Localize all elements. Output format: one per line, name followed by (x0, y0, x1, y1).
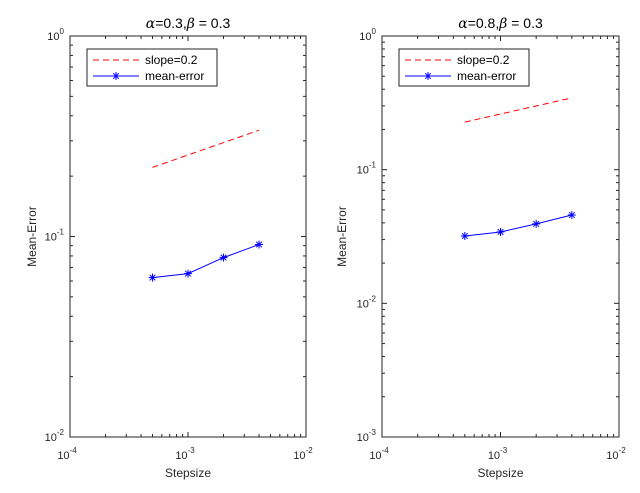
y-tick-label: 10-2 (45, 428, 65, 444)
x-axis-label: Stepsize (477, 466, 523, 480)
legend-label: slope=0.2 (145, 53, 198, 67)
plot-area (381, 35, 620, 438)
legend-box (398, 48, 530, 87)
marker-stroke (497, 228, 504, 236)
x-axis-label: Stepsize (165, 466, 211, 480)
y-tick-exp: -3 (369, 428, 377, 437)
y-tick-base: 10 (357, 165, 369, 177)
plot-area (69, 35, 307, 438)
y-tick-label: 10-1 (45, 228, 65, 244)
title-beta: β (498, 16, 507, 32)
title-alpha-value: =0.8, (468, 15, 500, 31)
x-tick-base: 10 (488, 450, 500, 462)
y-tick-base: 10 (47, 31, 59, 43)
legend: slope=0.2 mean-error (86, 48, 218, 87)
y-tick-label: 10-1 (357, 161, 377, 177)
y-tick-base: 10 (45, 432, 57, 444)
chart-title: α=0.8,β = 0.3 (458, 15, 543, 32)
y-tick-exp: -2 (57, 428, 65, 437)
subplot-left: 10-4 10-3 10-210-210-1100StepsizeMean-Erro… (25, 15, 313, 480)
data-point-marker (219, 253, 228, 262)
x-tick-base: 10 (57, 450, 69, 462)
x-tick-label: 10-2 (293, 446, 313, 462)
y-tick-exp: -2 (369, 294, 377, 303)
y-tick-label: 100 (47, 27, 64, 43)
y-axis-label: Mean-Error (335, 206, 349, 267)
data-point-marker (496, 227, 505, 236)
x-tick-exp: -3 (500, 446, 508, 455)
data-point-marker (184, 269, 192, 278)
legend-marker-icon (112, 72, 120, 80)
title-alpha-value: =0.3, (155, 15, 187, 31)
marker-stroke (255, 241, 263, 248)
y-tick-exp: -1 (57, 228, 65, 237)
title-beta: β (186, 16, 195, 32)
y-tick-label: 10-3 (357, 428, 377, 444)
legend-box (86, 48, 218, 87)
x-tick-exp: -2 (619, 446, 627, 455)
y-axis-label: Mean-Error (25, 206, 39, 267)
legend: slope=0.2 mean-error (398, 48, 530, 87)
marker-stroke (533, 220, 540, 228)
x-tick-label: 10-2 (606, 446, 626, 462)
x-tick-exp: -4 (70, 446, 78, 455)
x-tick-exp: -2 (306, 446, 314, 455)
series-line-mean-error (464, 214, 572, 237)
legend-label: slope=0.2 (457, 53, 510, 67)
marker-stroke (112, 72, 120, 80)
y-tick-base: 10 (359, 31, 371, 43)
data-point-marker (460, 231, 469, 240)
marker-stroke (424, 72, 432, 80)
x-tick-base: 10 (293, 450, 305, 462)
legend-label: mean-error (457, 69, 516, 83)
x-tick-label: 10-3 (175, 446, 195, 462)
x-tick-base: 10 (175, 450, 187, 462)
series-line-slope-0-2 (152, 129, 260, 168)
x-tick-exp: -3 (188, 446, 196, 455)
data-point-marker (567, 210, 576, 219)
y-tick-label: 100 (359, 27, 376, 43)
marker-stroke (461, 232, 468, 240)
legend-marker-icon (424, 72, 432, 80)
x-tick-base: 10 (606, 450, 618, 462)
series-line-mean-error (152, 244, 260, 279)
y-tick-exp: 0 (60, 27, 65, 36)
y-tick-exp: 0 (372, 27, 377, 36)
data-point-marker (148, 273, 157, 282)
legend-label: mean-error (145, 69, 204, 83)
subplot-right: 10-4 10-3 10-210-310-210-1100StepsizeMean-… (335, 15, 626, 480)
x-tick-exp: -4 (382, 446, 390, 455)
title-alpha: α (146, 16, 156, 32)
x-tick-label: 10-4 (369, 446, 389, 462)
x-tick-base: 10 (369, 450, 381, 462)
x-tick-label: 10-3 (488, 446, 508, 462)
y-tick-exp: -1 (369, 161, 377, 170)
y-tick-base: 10 (45, 232, 57, 244)
series-line-slope-0-2 (464, 97, 572, 123)
y-tick-base: 10 (357, 298, 369, 310)
chart-title: α=0.3,β = 0.3 (146, 15, 231, 32)
marker-stroke (220, 254, 227, 261)
x-tick-label: 10-4 (57, 446, 77, 462)
marker-stroke (149, 274, 156, 281)
marker-stroke (184, 270, 192, 277)
title-beta-value: = 0.3 (507, 15, 543, 31)
y-tick-label: 10-2 (357, 294, 377, 310)
data-point-marker (255, 240, 264, 249)
marker-stroke (568, 211, 575, 219)
title-beta-value: = 0.3 (195, 15, 231, 31)
y-tick-base: 10 (357, 432, 369, 444)
data-point-marker (532, 219, 541, 228)
title-alpha: α (458, 16, 468, 32)
